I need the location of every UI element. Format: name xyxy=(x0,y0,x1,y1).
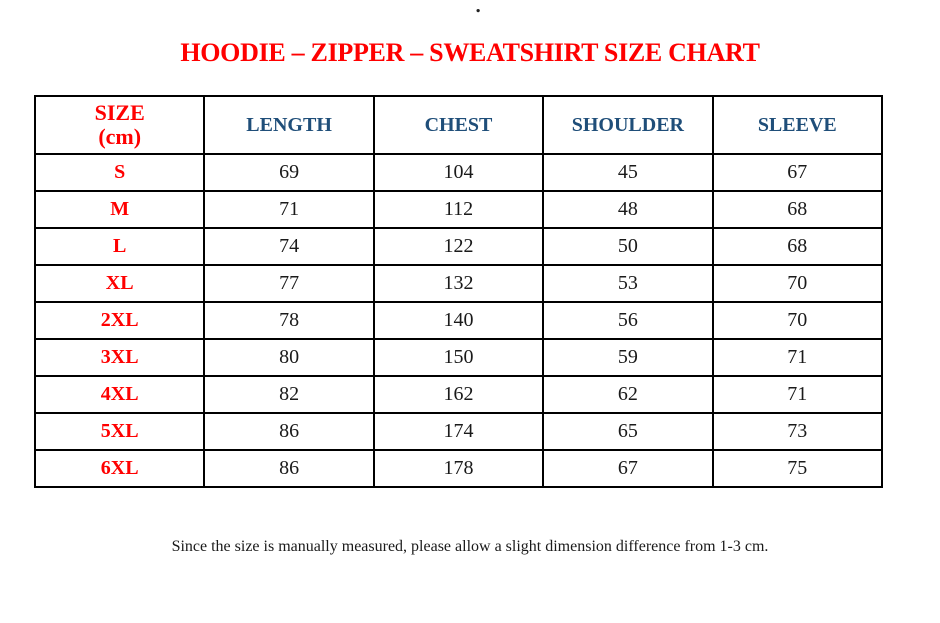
measurement-value: 80 xyxy=(203,338,375,377)
measurement-value: 50 xyxy=(542,227,714,266)
measurement-value: 71 xyxy=(711,375,884,414)
measurement-value: 71 xyxy=(203,190,375,229)
measurement-value: 82 xyxy=(203,375,375,414)
size-row-s: S 69 104 45 67 xyxy=(33,153,884,192)
size-label: 3XL xyxy=(33,338,206,377)
size-row-m: M 71 112 48 68 xyxy=(33,190,884,229)
measurement-value: 70 xyxy=(711,301,884,340)
size-label: S xyxy=(33,153,206,192)
measurement-value: 69 xyxy=(203,153,375,192)
measurement-value: 68 xyxy=(711,227,884,266)
table-body: S 69 104 45 67 M 71 112 48 68 L 74 122 50 68 XL 77 132 53 7… xyxy=(33,153,884,488)
table-header: SIZE (cm) LENGTH CHEST SHOULDER SLEEVE xyxy=(33,95,884,155)
size-chart-table: SIZE (cm) LENGTH CHEST SHOULDER SLEEVE S 69 10… xyxy=(33,95,884,488)
measurement-value: 68 xyxy=(711,190,884,229)
measurement-value: 56 xyxy=(542,301,714,340)
measurement-note: Since the size is manually measured, ple… xyxy=(171,538,769,555)
measurement-value: 86 xyxy=(203,412,375,451)
measurement-value: 178 xyxy=(372,449,545,488)
size-row-2xl: 2XL 78 140 56 70 xyxy=(33,301,884,340)
measurement-value: 71 xyxy=(711,338,884,377)
measurement-value: 65 xyxy=(542,412,714,451)
measurement-value: 174 xyxy=(372,412,545,451)
measurement-value: 104 xyxy=(372,153,545,192)
size-row-l: L 74 122 50 68 xyxy=(33,227,884,266)
measurement-value: 59 xyxy=(542,338,714,377)
measurement-value: 132 xyxy=(372,264,545,303)
measurement-value: 150 xyxy=(372,338,545,377)
measurement-value: 45 xyxy=(542,153,714,192)
measurement-value: 122 xyxy=(372,227,545,266)
column-header-size: SIZE (cm) xyxy=(33,95,206,155)
size-row-4xl: 4XL 82 162 62 71 xyxy=(33,375,884,414)
measurement-value: 67 xyxy=(542,449,714,488)
measurement-value: 62 xyxy=(542,375,714,414)
measurement-value: 140 xyxy=(372,301,545,340)
size-label: 2XL xyxy=(33,301,206,340)
measurement-value: 162 xyxy=(372,375,545,414)
header-row: SIZE (cm) LENGTH CHEST SHOULDER SLEEVE xyxy=(33,95,884,155)
measurement-value: 53 xyxy=(542,264,714,303)
size-label: XL xyxy=(33,264,206,303)
size-row-6xl: 6XL 86 178 67 75 xyxy=(33,449,884,488)
measurement-value: 73 xyxy=(711,412,884,451)
top-dot-mark: . xyxy=(475,0,482,17)
size-row-5xl: 5XL 86 174 65 73 xyxy=(33,412,884,451)
column-header-length: LENGTH xyxy=(203,95,375,155)
page-title: HOODIE – ZIPPER – SWEATSHIRT SIZE CHART xyxy=(180,38,760,67)
size-label: 5XL xyxy=(33,412,206,451)
measurement-value: 75 xyxy=(711,449,884,488)
size-row-3xl: 3XL 80 150 59 71 xyxy=(33,338,884,377)
measurement-value: 77 xyxy=(203,264,375,303)
size-label: L xyxy=(33,227,206,266)
column-header-chest: CHEST xyxy=(372,95,545,155)
measurement-value: 67 xyxy=(711,153,884,192)
measurement-value: 48 xyxy=(542,190,714,229)
size-label: 6XL xyxy=(33,449,206,488)
measurement-value: 86 xyxy=(203,449,375,488)
measurement-value: 74 xyxy=(203,227,375,266)
size-label: 4XL xyxy=(33,375,206,414)
column-header-sleeve: SLEEVE xyxy=(711,95,884,155)
size-label: M xyxy=(33,190,206,229)
column-header-shoulder: SHOULDER xyxy=(542,95,714,155)
measurement-value: 70 xyxy=(711,264,884,303)
size-row-xl: XL 77 132 53 70 xyxy=(33,264,884,303)
measurement-value: 112 xyxy=(372,190,545,229)
measurement-value: 78 xyxy=(203,301,375,340)
